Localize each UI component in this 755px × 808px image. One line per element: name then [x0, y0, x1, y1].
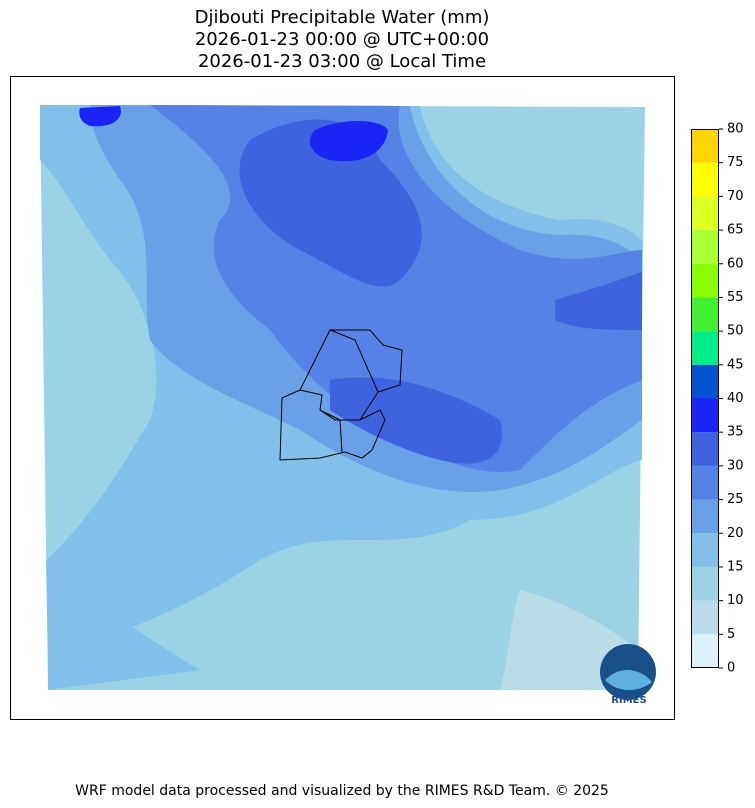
colorbar-bin [691, 499, 719, 534]
colorbar-tick-label: 10 [727, 593, 744, 608]
colorbar-tick-label: 35 [727, 425, 744, 440]
colorbar-bin [691, 533, 719, 567]
colorbar-bin [691, 129, 719, 163]
colorbar-tick-label: 45 [727, 357, 744, 372]
colorbar-bin [691, 634, 719, 668]
subtitle: 2026-01-23 03:00 @ Local Time [198, 51, 486, 72]
colorbar-tick-label: 75 [727, 155, 744, 170]
colorbar-bin [691, 196, 719, 231]
colorbar-tick-label: 50 [727, 324, 744, 339]
colorbar-tick-label: 55 [727, 290, 744, 305]
colorbar-bin [691, 263, 719, 298]
colorbar-bin [691, 566, 719, 601]
colorbar-bin [691, 398, 719, 433]
logo-text: RIMES [611, 695, 646, 706]
colorbar-tick-label: 0 [727, 661, 735, 676]
subtitle: 2026-01-23 00:00 @ UTC+00:00 [195, 29, 489, 50]
title: Djibouti Precipitable Water (mm) [195, 7, 490, 28]
colorbar-tick-label: 15 [727, 559, 744, 574]
colorbar-tick-label: 40 [727, 391, 744, 406]
colorbar-tick-label: 25 [727, 492, 744, 507]
colorbar-tick-label: 5 [727, 627, 735, 642]
colorbar-bin [691, 230, 719, 264]
colorbar-tick-label: 65 [727, 223, 744, 238]
colorbar-bin [691, 600, 719, 635]
colorbar-frame [691, 129, 719, 668]
colorbar-bin [691, 465, 719, 500]
colorbar-bin [691, 432, 719, 466]
colorbar-bin [691, 162, 719, 197]
colorbar-bin [691, 364, 719, 399]
colorbar-bin [691, 331, 719, 365]
colorbar-tick-label: 80 [727, 122, 744, 137]
colorbar-tick-label: 60 [727, 256, 744, 271]
map: RIMES [40, 105, 656, 706]
colorbar: 0 5 10 15 20 25 30 35 40 45 50 55 60 65 70 75 80 [691, 122, 744, 676]
colorbar-tick-label: 70 [727, 189, 744, 204]
footer: WRF model data processed and visualized … [75, 783, 609, 799]
colorbar-tick-label: 20 [727, 526, 744, 541]
colorbar-bin [691, 297, 719, 332]
colorbar-tick-label: 30 [727, 458, 744, 473]
